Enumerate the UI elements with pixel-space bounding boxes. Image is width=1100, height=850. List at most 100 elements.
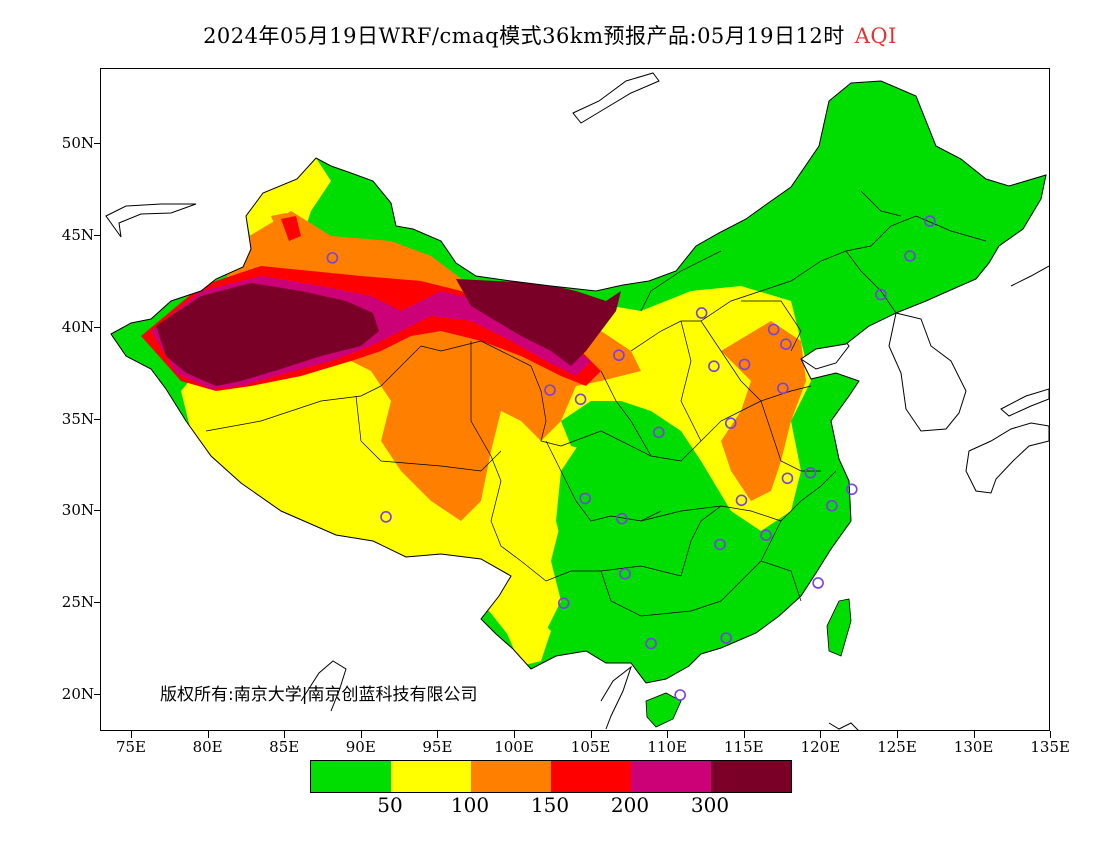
station-marker: [674, 689, 686, 701]
longitude-tick: [743, 731, 745, 738]
station-marker: [326, 252, 339, 264]
map-title: 2024年05月19日WRF/cmaq模式36km预报产品:05月19日12时 A…: [0, 20, 1100, 50]
longitude-label: 80E: [192, 738, 223, 756]
latitude-tick: [94, 143, 101, 144]
longitude-label: 115E: [724, 738, 764, 756]
longitude-label: 100E: [494, 738, 534, 756]
title-aqi: AQI: [854, 24, 897, 48]
station-marker: [652, 426, 665, 439]
map-frame: [100, 68, 1050, 731]
legend-swatch: [711, 761, 791, 792]
longitude-label: 110E: [647, 738, 687, 756]
latitude-tick: [94, 326, 101, 328]
province-borders: [205, 190, 987, 617]
longitude-tick: [973, 731, 975, 738]
longitude-label: 125E: [877, 738, 917, 756]
longitude-label: 90E: [345, 738, 376, 756]
philippines: [828, 722, 859, 730]
latitude-label: 30N: [61, 501, 94, 520]
latitude-tick: [94, 694, 101, 695]
station-marker: [645, 637, 657, 650]
station-marker: [695, 307, 708, 319]
station-marker: [616, 512, 628, 525]
latitude-label: 40N: [61, 317, 94, 336]
longitude-label: 105E: [570, 738, 611, 756]
station-marker: [574, 393, 587, 406]
station-marker: [619, 567, 631, 580]
longitude-tick: [207, 731, 209, 738]
legend-swatch: [471, 761, 551, 792]
legend-swatch: [311, 761, 391, 792]
longitude-tick: [667, 731, 669, 738]
station-marker: [557, 597, 570, 609]
legend-label: 150: [530, 793, 570, 817]
lake-baikal: [572, 72, 660, 124]
latitude-tick: [94, 510, 101, 512]
legend-label: 200: [610, 793, 650, 817]
station-marker: [812, 577, 824, 589]
station-marker: [380, 511, 392, 523]
aqi-map: [105, 72, 1049, 730]
station-marker: [846, 483, 858, 496]
longitude-label: 130E: [953, 738, 994, 756]
longitude-label: 95E: [422, 738, 453, 756]
latitude-tick: [94, 418, 101, 420]
station-marker: [777, 382, 789, 395]
latitude-label: 50N: [61, 134, 94, 152]
title-main: 2024年05月19日WRF/cmaq模式36km预报产品:05月19日12时: [203, 24, 845, 48]
station-marker: [760, 529, 772, 542]
latitude-label: 35N: [61, 409, 94, 428]
copyright-text: 版权所有:南京大学|南京创蓝科技有限公司: [160, 685, 478, 705]
longitude-tick: [437, 731, 439, 738]
station-marker: [724, 417, 737, 429]
legend-swatch: [551, 761, 631, 792]
legend-label: 300: [690, 793, 730, 817]
longitude-tick: [590, 731, 592, 738]
longitude-tick: [131, 731, 132, 738]
station-marker: [738, 358, 751, 371]
longitude-label: 120E: [800, 738, 841, 756]
latitude-label: 25N: [61, 593, 94, 612]
caspian-edge: [105, 203, 197, 238]
indochina-coast: [600, 665, 632, 730]
hainan-island: [645, 692, 682, 728]
station-marker: [780, 338, 792, 350]
legend-swatch: [631, 761, 711, 792]
station-marker: [826, 500, 838, 512]
station-marker: [904, 250, 916, 262]
longitude-tick: [820, 731, 822, 738]
station-marker: [544, 384, 556, 396]
station-marker: [735, 494, 748, 507]
japan-north: [1000, 388, 1049, 417]
station-marker: [708, 360, 720, 373]
legend-label: 100: [450, 793, 490, 817]
station-marker: [579, 492, 591, 505]
color-legend: [310, 760, 792, 793]
longitude-tick: [284, 731, 286, 738]
longitude-label: 85E: [269, 738, 300, 756]
station-marker: [767, 323, 780, 336]
station-markers: [326, 215, 936, 701]
station-marker: [714, 538, 726, 551]
latitude-tick: [94, 234, 101, 236]
longitude-label: 75E: [115, 738, 147, 756]
south-asia-coast: [300, 660, 347, 712]
neighbor-coastlines: [105, 72, 1049, 730]
station-marker: [781, 472, 794, 485]
sakhalin-coast: [1010, 265, 1049, 287]
station-marker: [924, 215, 936, 227]
latitude-label: 20N: [61, 685, 94, 703]
korea-peninsula: [888, 312, 967, 432]
taiwan-island: [826, 598, 852, 657]
station-marker: [613, 349, 625, 362]
latitude-tick: [94, 602, 101, 604]
station-marker: [804, 466, 817, 479]
station-marker: [720, 632, 732, 644]
japan-islands: [965, 422, 1049, 494]
longitude-tick: [1050, 731, 1052, 738]
legend-swatch: [391, 761, 471, 792]
longitude-label: 135E: [1030, 738, 1070, 756]
legend-label: 50: [377, 793, 403, 817]
station-marker: [875, 288, 887, 301]
latitude-label: 45N: [61, 225, 94, 244]
